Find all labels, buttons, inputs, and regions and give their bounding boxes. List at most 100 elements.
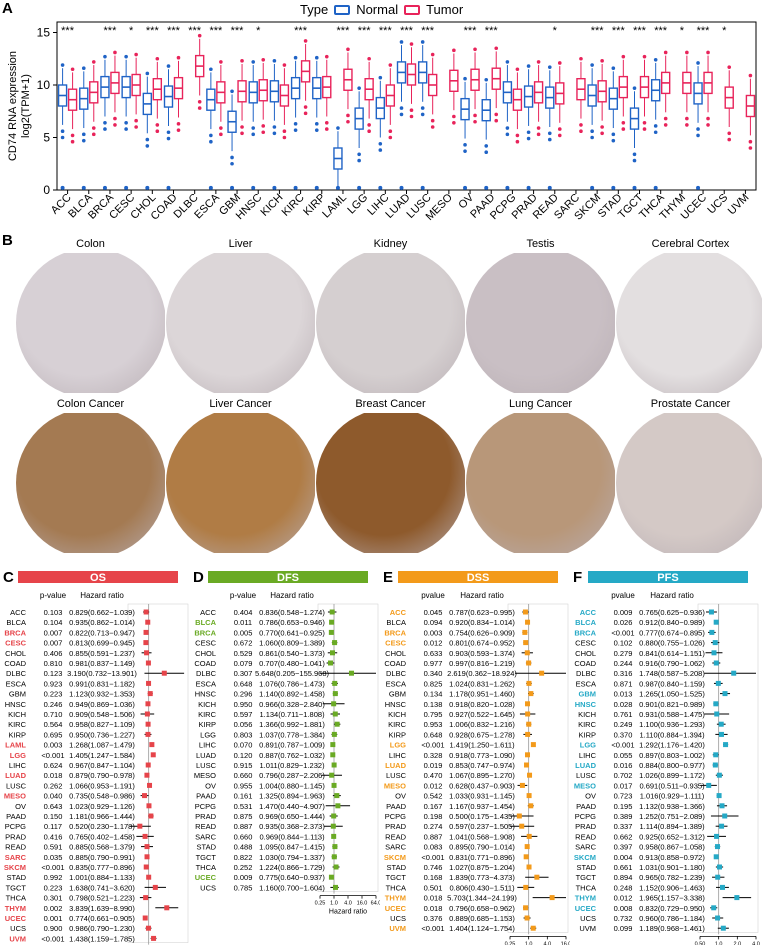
hazard-ratio: 0.958(0.867−1.058)	[639, 843, 705, 852]
cancer-label: LIHC	[579, 751, 597, 760]
tumor-outlier	[324, 54, 329, 59]
hazard-ratio: 1.132(0.938−1.366)	[639, 802, 705, 811]
hr-point	[331, 854, 337, 860]
hr-point	[711, 905, 717, 911]
pvalue: 0.012	[614, 894, 633, 903]
hr-point	[161, 670, 167, 676]
tumor-outlier	[579, 129, 583, 133]
x-tick-label: LGG	[345, 192, 370, 217]
hr-point	[722, 691, 728, 697]
normal-outlier	[632, 185, 637, 190]
significance-label: *	[129, 25, 134, 37]
cancer-label: DLBC	[196, 669, 217, 678]
hazard-ratio: 0.969(0.650−1.444)	[259, 812, 325, 821]
cancer-label: SARC	[5, 853, 27, 862]
significance-label: *	[680, 25, 685, 37]
cancer-label: THCA	[6, 894, 26, 903]
pvalue: 0.019	[424, 761, 443, 770]
tumor-outlier	[642, 54, 647, 59]
pvalue: 0.672	[234, 639, 253, 648]
hazard-ratio: 5.703(1.344−24.199)	[447, 894, 517, 903]
x-tick-label: 4.0	[752, 941, 760, 945]
normal-outlier	[230, 155, 234, 160]
pvalue: <0.001	[421, 924, 444, 933]
forest-plot-pfs: F PFS pvalue Hazard ratio ACC 0.009 0.765(0.62…	[573, 569, 760, 945]
hr-point	[530, 925, 536, 931]
hr-point	[524, 915, 530, 921]
tumor-outlier	[685, 123, 689, 127]
cancer-label: KIRC	[388, 720, 407, 729]
cancer-label: LUSC	[6, 781, 27, 790]
hr-point	[526, 864, 532, 870]
hazard-ratio: 0.887(0.762−1.032)	[259, 751, 325, 760]
cancer-label: OV	[585, 792, 596, 801]
pvalue: 0.900	[44, 924, 63, 933]
tumor-outlier	[176, 55, 181, 60]
pvalue: 0.643	[44, 802, 63, 811]
normal-outlier	[463, 185, 468, 190]
hazard-ratio: 0.950(0.736−1.227)	[69, 730, 135, 739]
hr-point	[523, 640, 529, 646]
ihc-tissue-image	[316, 413, 465, 553]
pvalue: 0.018	[424, 904, 443, 913]
cancer-label: CESC	[195, 639, 216, 648]
cancer-label: PRAD	[5, 832, 26, 841]
tumor-outlier	[473, 119, 477, 124]
normal-outlier	[208, 185, 213, 190]
significance-label: ***	[231, 25, 245, 37]
cancer-label: BRCA	[4, 628, 26, 637]
normal-outlier	[484, 144, 489, 148]
tumor-outlier	[748, 73, 753, 78]
hazard-ratio: 0.986(0.790−1.230)	[69, 924, 135, 933]
hazard-ratio: 1.016(0.929−1.111)	[640, 792, 705, 801]
hazard-ratio: 1.100(0.936−1.293)	[639, 720, 705, 729]
hazard-ratio: 0.520(0.230−1.178)	[69, 822, 135, 831]
significance-label: ***	[337, 25, 351, 37]
pvalue: 0.564	[44, 720, 63, 729]
cancer-label: COAD	[384, 659, 406, 668]
cancer-label: LUSC	[386, 771, 407, 780]
normal-outlier	[314, 128, 319, 132]
hazard-ratio: 1.023(0.929−1.126)	[69, 802, 135, 811]
hr-point	[713, 854, 719, 860]
tumor-outlier	[452, 48, 456, 53]
pvalue-header: pvalue	[421, 591, 445, 600]
hr-point	[722, 813, 728, 819]
y-axis-label: CD74 RNA expression	[7, 51, 19, 161]
tissue-label: Colon Cancer	[56, 398, 125, 410]
tumor-outlier	[515, 67, 520, 72]
hazard-ratio: 1.438(1.159−1.785)	[69, 934, 135, 943]
cancer-label: PAAD	[576, 802, 596, 811]
cancer-label: DLBC	[386, 669, 407, 678]
pvalue-header: pvalue	[611, 591, 635, 600]
tumor-outlier	[536, 126, 541, 130]
pvalue: 0.337	[614, 822, 633, 831]
pvalue: 0.117	[44, 822, 62, 831]
significance-label: ***	[400, 25, 414, 37]
cancer-label: LGG	[200, 730, 216, 739]
tumor-outlier	[219, 60, 223, 64]
title-bar	[588, 571, 748, 583]
hr-point	[164, 905, 170, 911]
hr-point	[523, 854, 529, 860]
cancer-label: UVM	[389, 924, 406, 933]
pvalue: 0.150	[44, 812, 63, 821]
normal-outlier	[60, 185, 65, 190]
hazard-ratio: 0.885(0.790−0.991)	[69, 853, 135, 862]
hazard-ratio: 1.366(0.992−1.881)	[259, 720, 325, 729]
hr-point	[142, 833, 148, 839]
cancer-label: CESC	[385, 639, 406, 648]
hr-point	[334, 793, 340, 799]
cancer-label: HNSC	[195, 690, 217, 699]
significance-label: ***	[379, 25, 393, 37]
tissue-label: Testis	[526, 238, 555, 250]
cancer-label: LGG	[580, 741, 596, 750]
tumor-outlier	[367, 123, 371, 127]
tumor-outlier	[388, 63, 393, 67]
hazard-ratio: 0.987(0.840−1.159)	[639, 679, 705, 688]
cancer-label: UCS	[10, 924, 26, 933]
pvalue: 0.246	[44, 700, 63, 709]
pvalue: <0.001	[41, 863, 64, 872]
cancer-label: GBM	[579, 690, 597, 699]
ihc-tissue-image	[616, 253, 762, 393]
